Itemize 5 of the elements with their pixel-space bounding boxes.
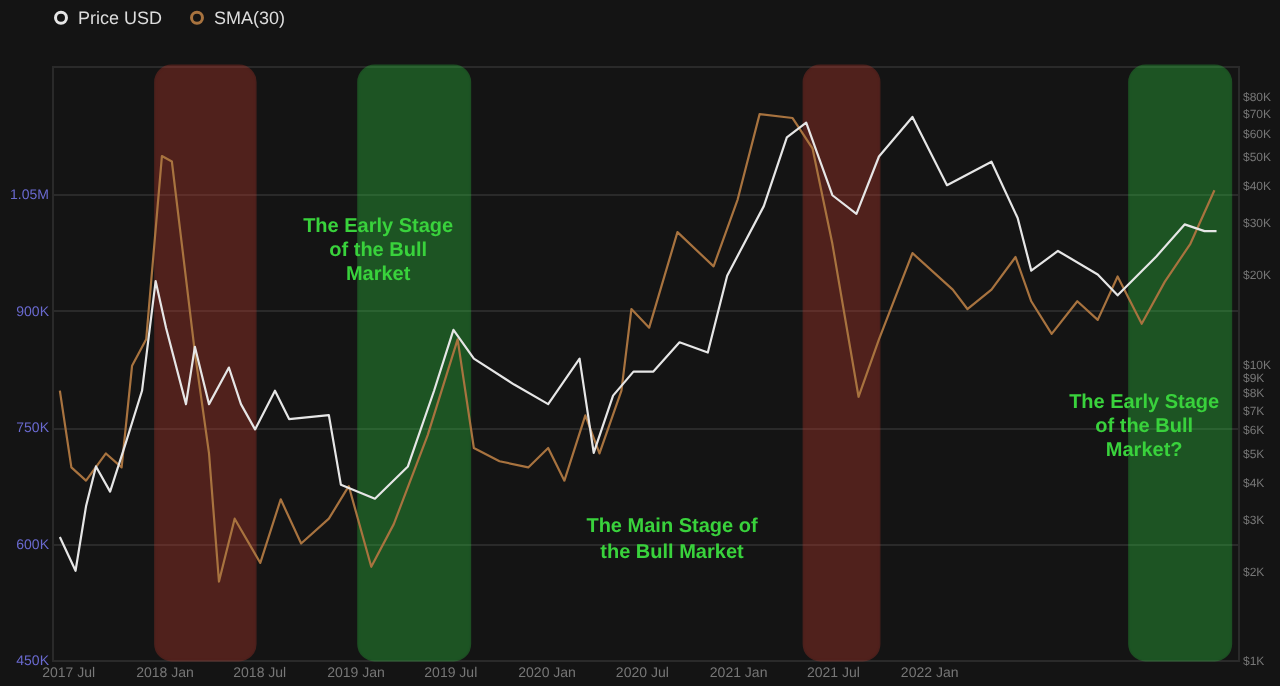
annotation: The Main Stage of the Bull Market [586, 516, 759, 564]
band-label: The Early Stage of the Bull Market [303, 216, 455, 286]
band-label: The Early Stage of the Bull Market? [1069, 392, 1221, 462]
legend-label: SMA(30) [214, 7, 286, 28]
legend-label: Price USD [78, 7, 164, 28]
